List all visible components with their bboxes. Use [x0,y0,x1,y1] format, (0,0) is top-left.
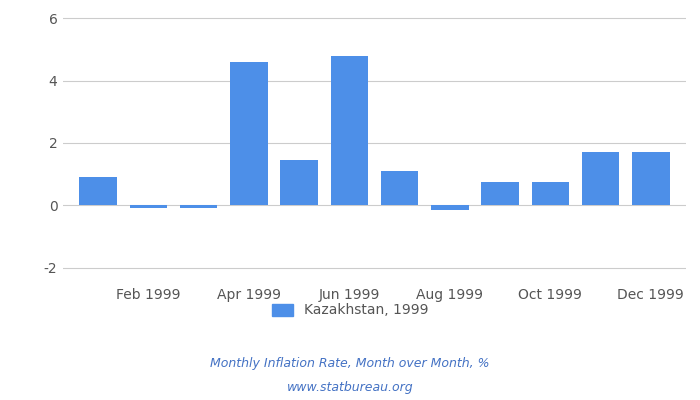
Bar [531,182,569,205]
Bar [330,56,368,205]
Bar [431,205,469,210]
Bar [79,177,117,205]
Legend: Kazakhstan, 1999: Kazakhstan, 1999 [266,298,434,323]
Bar [280,160,318,205]
Bar [632,152,670,205]
Bar [130,205,167,208]
Bar [582,152,620,205]
Bar [230,62,267,205]
Text: www.statbureau.org: www.statbureau.org [287,382,413,394]
Text: Monthly Inflation Rate, Month over Month, %: Monthly Inflation Rate, Month over Month… [210,358,490,370]
Bar [482,182,519,205]
Bar [180,205,218,208]
Bar [381,171,419,205]
